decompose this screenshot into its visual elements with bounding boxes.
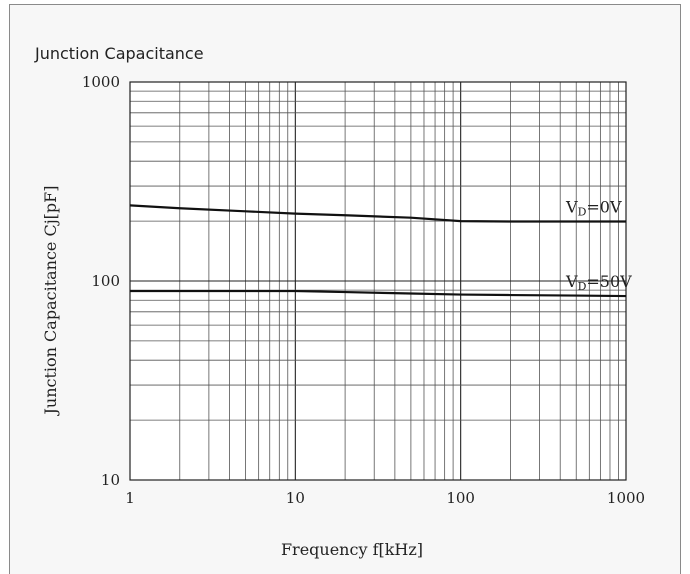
series-label-main: V — [565, 198, 578, 217]
series-group — [129, 204, 627, 298]
series-label-subscript: D — [578, 280, 587, 293]
y-tick-label: 10 — [101, 471, 120, 489]
y-tick-label: 100 — [91, 272, 120, 290]
y-tick-label: 1000 — [82, 73, 120, 91]
series-label-1: VD=0V — [565, 198, 622, 219]
tick-labels: 1 10 100 1000 10 100 1000 — [82, 73, 645, 507]
series-label-subscript: D — [578, 206, 587, 219]
y-axis-label: Junction Capacitance Cj[pF] — [41, 185, 60, 416]
gridlines — [130, 82, 626, 480]
x-tick-label: 100 — [446, 489, 475, 507]
x-tick-label: 1 — [125, 489, 135, 507]
series-label-rest: =50V — [586, 272, 632, 291]
chart-title: Junction Capacitance — [35, 44, 204, 63]
series-label-2: VD=50V — [565, 272, 632, 293]
series-line-1 — [129, 204, 626, 223]
plot-border — [129, 81, 627, 481]
x-tick-label: 1000 — [607, 489, 645, 507]
x-tick-label: 10 — [286, 489, 305, 507]
series-line-2 — [130, 289, 627, 298]
x-axis-label: Frequency f[kHz] — [281, 540, 423, 559]
series-label-main: V — [565, 272, 578, 291]
series-label-rest: =0V — [586, 198, 622, 217]
